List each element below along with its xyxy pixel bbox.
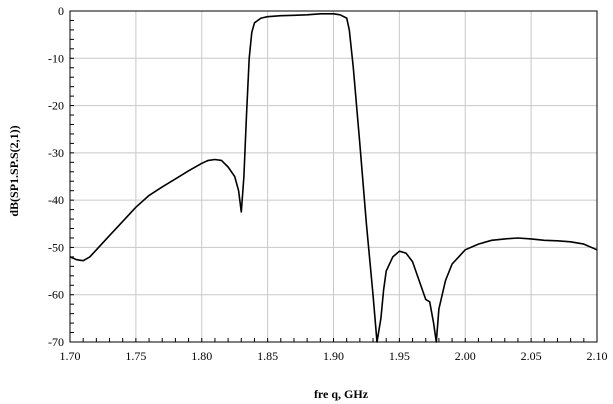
x-tick-label: 2.00	[455, 349, 476, 363]
x-tick-label: 2.05	[521, 349, 542, 363]
y-tick-label: -50	[48, 240, 64, 254]
y-tick-label: -70	[48, 335, 64, 349]
x-tick-label: 2.10	[587, 349, 608, 363]
x-tick-label: 1.80	[191, 349, 212, 363]
y-tick-label: 0	[58, 4, 64, 18]
y-tick-label: -40	[48, 193, 64, 207]
x-tick-label: 1.90	[323, 349, 344, 363]
y-tick-labels: 0 -10 -20 -30 -40 -50 -60 -70	[48, 4, 64, 349]
x-tick-labels: 1.70 1.75 1.80 1.85 1.90 1.95 2.00 2.05 2.10	[60, 349, 608, 363]
series-line-0	[69, 13, 598, 343]
x-axis-title: fre q, GHz	[314, 387, 369, 401]
grid	[70, 11, 597, 342]
x-tick-label: 1.95	[389, 349, 410, 363]
x-tick-label: 1.85	[257, 349, 278, 363]
y-tick-label: -20	[48, 99, 64, 113]
y-axis-title: dB(SP1.SP.S(2,1))	[7, 125, 21, 216]
y-tick-label: -30	[48, 146, 64, 160]
y-tick-label: -10	[48, 51, 64, 65]
y-tick-label: -60	[48, 288, 64, 302]
series-layer	[69, 13, 598, 343]
plot-frame	[69, 10, 598, 343]
x-tick-label: 1.70	[60, 349, 81, 363]
x-tick-label: 1.75	[125, 349, 146, 363]
